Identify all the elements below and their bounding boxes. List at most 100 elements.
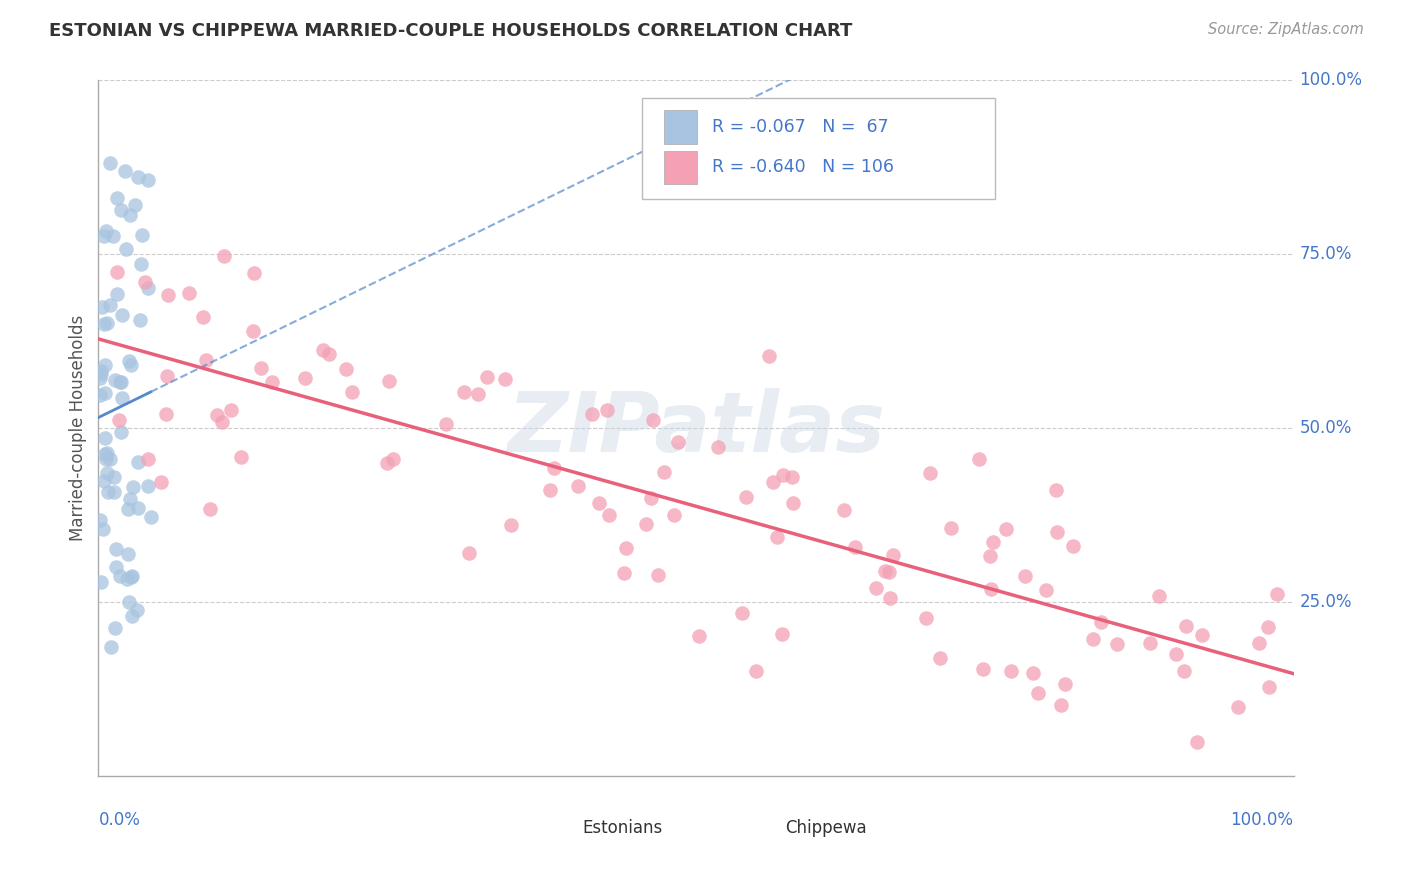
Point — [105, 191, 128, 205]
Point — [1050, 698, 1073, 713]
Text: ESTONIAN VS CHIPPEWA MARRIED-COUPLE HOUSEHOLDS CORRELATION CHART: ESTONIAN VS CHIPPEWA MARRIED-COUPLE HOUS… — [49, 22, 852, 40]
Point — [91, 300, 114, 314]
FancyBboxPatch shape — [664, 111, 697, 144]
Point — [262, 376, 284, 390]
Point — [1090, 615, 1112, 629]
Point — [242, 324, 264, 338]
Point — [138, 173, 160, 187]
Point — [108, 412, 131, 426]
Point — [211, 416, 233, 430]
Point — [121, 569, 143, 583]
Text: 100.0%: 100.0% — [1230, 811, 1294, 829]
Point — [97, 485, 120, 500]
Point — [979, 549, 1001, 563]
Point — [118, 492, 141, 507]
Point — [136, 280, 159, 294]
Point — [543, 461, 565, 475]
Point — [832, 503, 855, 517]
Point — [104, 372, 127, 386]
Point — [111, 308, 134, 322]
Point — [89, 388, 111, 402]
Point — [873, 564, 896, 578]
Point — [879, 591, 901, 605]
Text: 50.0%: 50.0% — [1299, 419, 1353, 437]
Point — [581, 408, 603, 422]
Point — [94, 224, 117, 238]
Point — [94, 358, 117, 372]
Point — [1045, 483, 1067, 497]
Point — [312, 343, 335, 358]
Point — [980, 582, 1002, 597]
Point — [972, 662, 994, 676]
Y-axis label: Married-couple Households: Married-couple Households — [69, 315, 87, 541]
Text: Chippewa: Chippewa — [786, 819, 868, 838]
Point — [981, 535, 1004, 549]
Point — [156, 368, 179, 383]
Point — [110, 569, 132, 583]
Text: R = -0.067   N =  67: R = -0.067 N = 67 — [711, 118, 889, 136]
Point — [96, 316, 118, 330]
Point — [598, 508, 620, 522]
Point — [117, 547, 139, 561]
Point — [1227, 700, 1250, 714]
Point — [647, 568, 669, 582]
Point — [120, 208, 142, 222]
Point — [136, 451, 159, 466]
Point — [131, 257, 153, 271]
Point — [124, 197, 146, 211]
Point — [1265, 587, 1288, 601]
Point — [1247, 636, 1270, 650]
Point — [596, 402, 619, 417]
Point — [453, 384, 475, 399]
Point — [103, 485, 125, 500]
Point — [377, 456, 399, 470]
Point — [1083, 632, 1105, 646]
Point — [335, 362, 357, 376]
Point — [89, 512, 111, 526]
Text: Estonians: Estonians — [582, 819, 662, 838]
Point — [378, 374, 401, 388]
Point — [731, 606, 754, 620]
Point — [120, 569, 142, 583]
Point — [1014, 569, 1036, 583]
Point — [643, 413, 665, 427]
Point — [707, 440, 730, 454]
Point — [882, 548, 904, 562]
Point — [294, 371, 316, 385]
Point — [94, 385, 117, 400]
Point — [90, 574, 112, 589]
Text: ZIPatlas: ZIPatlas — [508, 388, 884, 468]
FancyBboxPatch shape — [643, 98, 995, 199]
Point — [844, 540, 866, 554]
Point — [1185, 735, 1208, 749]
Point — [94, 431, 117, 445]
Point — [494, 372, 516, 386]
Point — [96, 452, 118, 467]
Point — [1053, 677, 1076, 691]
Point — [111, 392, 134, 406]
Point — [340, 385, 363, 400]
Point — [929, 650, 952, 665]
Point — [101, 229, 124, 244]
Point — [758, 349, 780, 363]
Point — [127, 455, 149, 469]
Point — [93, 474, 115, 488]
Point — [94, 447, 117, 461]
Point — [105, 265, 128, 279]
Point — [103, 469, 125, 483]
Point — [90, 367, 112, 381]
Point — [110, 425, 132, 439]
Point — [1257, 620, 1279, 634]
Point — [499, 517, 522, 532]
Point — [939, 521, 962, 535]
Point — [100, 640, 122, 654]
Point — [1191, 628, 1213, 642]
Point — [117, 501, 139, 516]
Point — [114, 164, 136, 178]
Point — [125, 603, 148, 617]
Point — [110, 375, 132, 389]
Point — [115, 572, 138, 586]
Point — [1257, 680, 1279, 694]
Text: 0.0%: 0.0% — [98, 811, 141, 829]
Point — [98, 156, 121, 170]
